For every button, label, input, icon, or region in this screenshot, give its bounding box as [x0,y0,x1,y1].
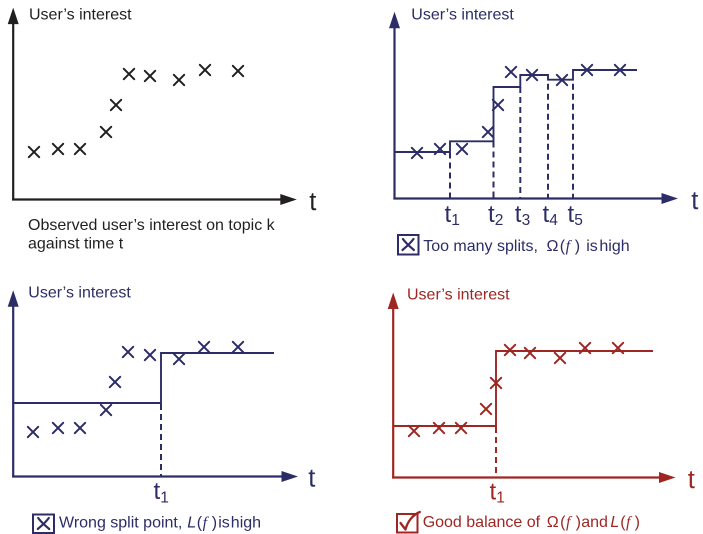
svg-text:5: 5 [574,212,583,229]
svg-text:t: t [308,465,315,493]
svg-text:1: 1 [160,489,169,506]
svg-text:2: 2 [495,212,504,229]
svg-text:t: t [488,201,495,228]
svg-text:1: 1 [451,212,460,229]
svg-text:Wrong split point,L(f)ishigh: Wrong split point, L(f)ishigh [59,515,261,532]
svg-text:User’s interest: User’s interest [411,7,514,24]
svg-text:User’s interest: User’s interest [28,285,131,302]
svg-text:Observed user’s interest on to: Observed user’s interest on topic k [28,217,276,234]
svg-text:t: t [309,188,316,216]
svg-text:t: t [688,466,695,494]
svg-text:t: t [445,201,452,228]
svg-text:t: t [490,478,497,505]
svg-text:t: t [154,478,161,505]
svg-text:3: 3 [522,212,531,229]
svg-text:User’s interest: User’s interest [29,6,132,23]
svg-text:t: t [543,201,550,228]
svg-text:User’s interest: User’s interest [407,287,510,304]
svg-text:Too many splits,Ω(f)ishigh: Too many splits, Ω(f) is high [423,238,629,255]
svg-text:t: t [691,187,698,215]
svg-text:4: 4 [549,212,558,229]
svg-text:1: 1 [496,490,505,507]
svg-text:t: t [515,201,522,228]
svg-text:against time t: against time t [28,236,124,253]
svg-text:t: t [568,201,575,228]
